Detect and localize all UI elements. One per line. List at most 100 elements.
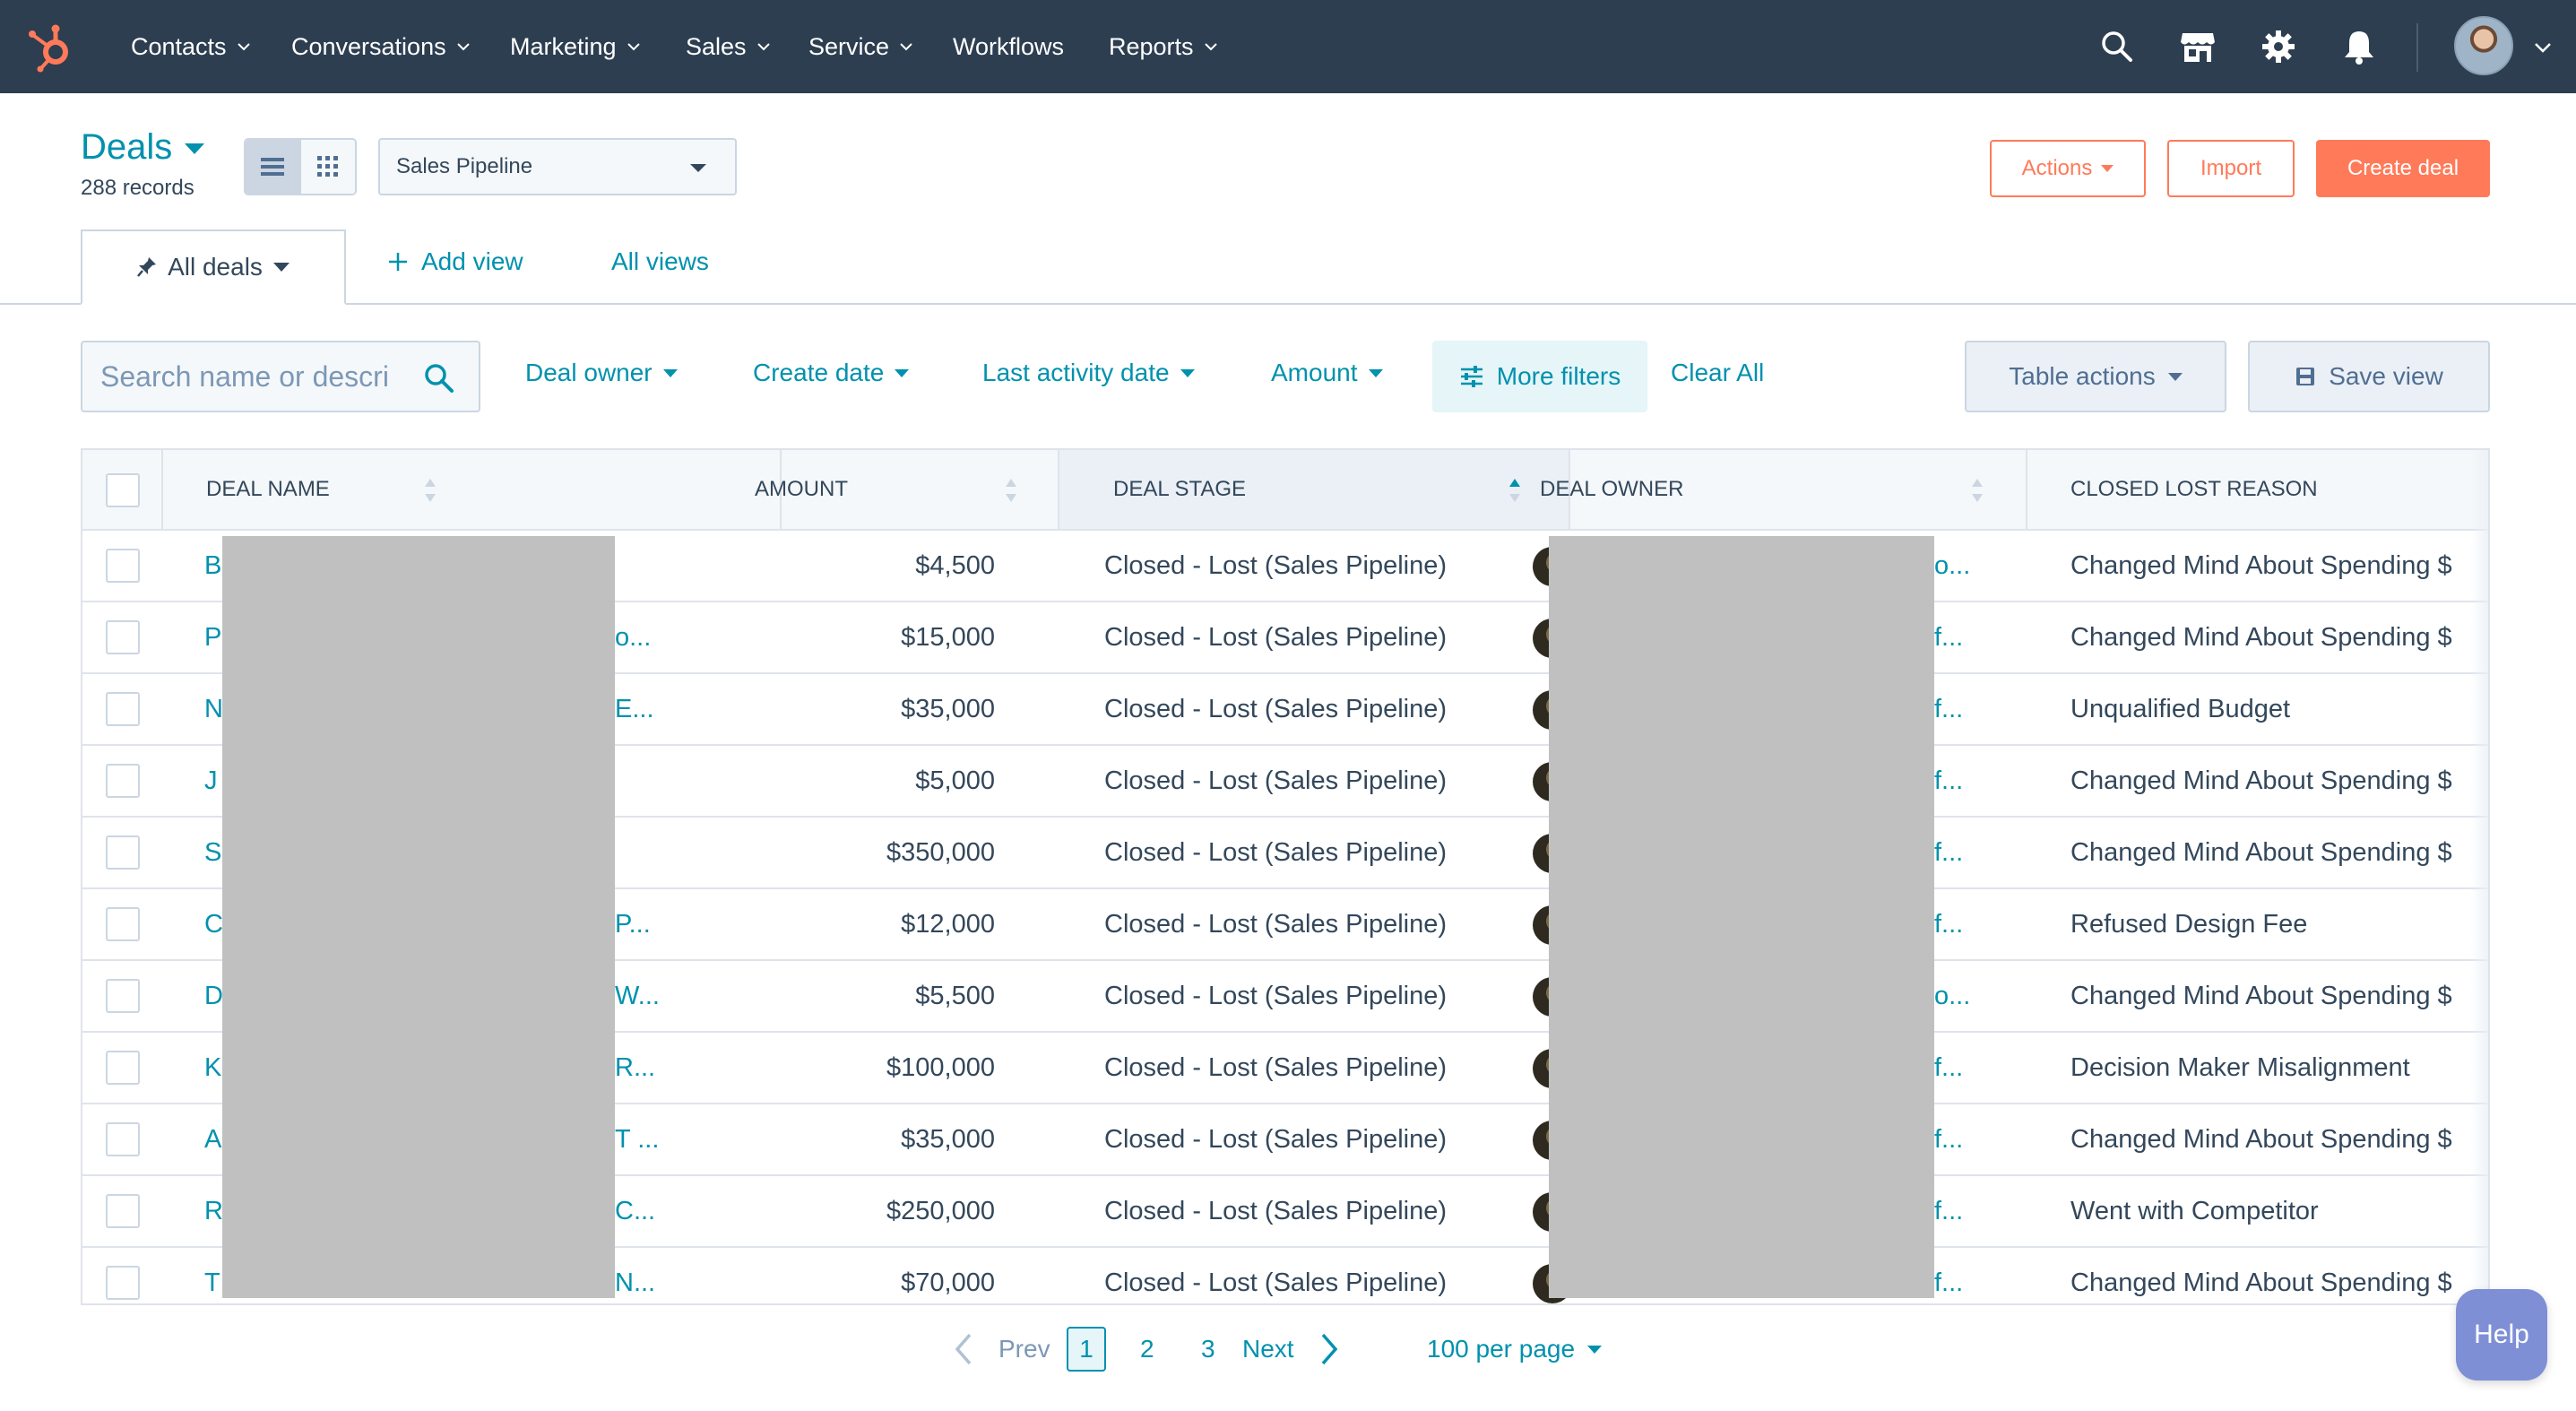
deal-name-link[interactable]: P <box>204 622 222 652</box>
board-view-button[interactable] <box>299 140 355 194</box>
row-checkbox[interactable] <box>106 979 140 1013</box>
search-icon[interactable] <box>2096 25 2139 68</box>
save-view-button[interactable]: Save view <box>2248 341 2490 412</box>
chevron-down-icon[interactable] <box>2533 41 2553 54</box>
deal-name-link[interactable]: T <box>204 1268 220 1297</box>
deal-name-link-overflow[interactable]: P... <box>615 909 651 939</box>
column-deal-name[interactable]: DEAL NAME <box>163 450 782 529</box>
nav-service[interactable]: Service <box>808 0 914 93</box>
nav-workflows[interactable]: Workflows <box>953 0 1064 93</box>
deal-owner-overflow[interactable]: f... <box>1934 1124 1964 1154</box>
row-checkbox[interactable] <box>106 620 140 654</box>
nav-sales[interactable]: Sales <box>686 0 772 93</box>
row-checkbox[interactable] <box>106 1194 140 1228</box>
nav-reports[interactable]: Reports <box>1109 0 1219 93</box>
page-2-button[interactable]: 2 <box>1140 1325 1154 1373</box>
deal-name-link[interactable]: B <box>204 550 222 580</box>
next-page-button[interactable]: Next <box>1242 1325 1341 1373</box>
tab-all-deals[interactable]: All deals <box>81 229 346 305</box>
filter-deal-owner[interactable]: Deal owner <box>525 359 678 387</box>
deal-name-link[interactable]: S <box>204 837 222 867</box>
table-row[interactable]: C P... $12,000 Closed - Lost (Sales Pipe… <box>82 889 2488 961</box>
title-caret-down-icon[interactable] <box>185 143 204 154</box>
settings-gear-icon[interactable] <box>2257 25 2300 68</box>
amount-cell: $15,000 <box>901 622 995 652</box>
deal-owner-overflow[interactable]: f... <box>1934 694 1964 723</box>
deal-owner-overflow[interactable]: f... <box>1934 1268 1964 1297</box>
closed-lost-reason-cell: Changed Mind About Spending $ <box>2070 550 2452 580</box>
column-deal-owner[interactable]: DEAL OWNER <box>1490 450 2027 529</box>
deal-owner-overflow[interactable]: f... <box>1934 909 1964 939</box>
user-avatar[interactable] <box>2454 16 2513 75</box>
create-deal-button[interactable]: Create deal <box>2316 140 2490 197</box>
table-row[interactable]: P o... $15,000 Closed - Lost (Sales Pipe… <box>82 602 2488 674</box>
all-views-link[interactable]: All views <box>611 247 709 276</box>
table-row[interactable]: T N... $70,000 Closed - Lost (Sales Pipe… <box>82 1248 2488 1303</box>
list-view-button[interactable] <box>246 140 299 194</box>
deal-name-link-overflow[interactable]: E... <box>615 694 654 723</box>
page-1-button[interactable]: 1 <box>1067 1327 1106 1372</box>
deal-owner-overflow[interactable]: f... <box>1934 1196 1964 1225</box>
deal-name-link[interactable]: J <box>204 766 218 795</box>
nav-conversations[interactable]: Conversations <box>291 0 471 93</box>
row-checkbox[interactable] <box>106 1266 140 1300</box>
deal-owner-overflow[interactable]: o... <box>1934 981 1971 1010</box>
deal-owner-overflow[interactable]: f... <box>1934 766 1964 795</box>
more-filters-button[interactable]: More filters <box>1432 341 1647 412</box>
table-row[interactable]: D W... $5,500 Closed - Lost (Sales Pipel… <box>82 961 2488 1033</box>
filter-amount[interactable]: Amount <box>1271 359 1383 387</box>
per-page-select[interactable]: 100 per page <box>1427 1325 1603 1373</box>
clear-all-link[interactable]: Clear All <box>1671 359 1764 387</box>
pipeline-select[interactable]: Sales Pipeline <box>378 138 737 195</box>
search-icon[interactable] <box>423 362 455 394</box>
search-input[interactable] <box>100 359 405 394</box>
deal-name-link[interactable]: R <box>204 1196 223 1225</box>
deal-owner-overflow[interactable]: o... <box>1934 550 1971 580</box>
column-deal-stage[interactable]: DEAL STAGE <box>1059 450 1570 529</box>
marketplace-icon[interactable] <box>2176 25 2219 68</box>
deal-name-link-overflow[interactable]: C... <box>615 1196 656 1225</box>
page-title[interactable]: Deals <box>81 127 173 167</box>
deal-owner-overflow[interactable]: f... <box>1934 837 1964 867</box>
table-row[interactable]: A T ... $35,000 Closed - Lost (Sales Pip… <box>82 1104 2488 1176</box>
table-row[interactable]: N E... $35,000 Closed - Lost (Sales Pipe… <box>82 674 2488 746</box>
row-checkbox[interactable] <box>106 549 140 583</box>
deal-name-link-overflow[interactable]: o... <box>615 622 652 652</box>
filter-create-date[interactable]: Create date <box>753 359 910 387</box>
row-checkbox[interactable] <box>106 835 140 870</box>
notifications-bell-icon[interactable] <box>2338 25 2381 68</box>
nav-contacts[interactable]: Contacts <box>131 0 252 93</box>
import-button[interactable]: Import <box>2167 140 2295 197</box>
deal-name-link-overflow[interactable]: N... <box>615 1268 656 1297</box>
deal-name-link-overflow[interactable]: R... <box>615 1052 656 1082</box>
filter-last-activity-date[interactable]: Last activity date <box>982 359 1195 387</box>
help-button[interactable]: Help <box>2456 1289 2547 1381</box>
select-all-checkbox[interactable] <box>106 473 140 507</box>
amount-cell: $5,500 <box>915 981 995 1010</box>
deal-owner-overflow[interactable]: f... <box>1934 622 1964 652</box>
nav-marketing[interactable]: Marketing <box>510 0 642 93</box>
row-checkbox[interactable] <box>106 764 140 798</box>
deal-name-link[interactable]: K <box>204 1052 222 1082</box>
deal-name-link[interactable]: A <box>204 1124 222 1154</box>
table-row[interactable]: J $5,000 Closed - Lost (Sales Pipeline) … <box>82 746 2488 818</box>
row-checkbox[interactable] <box>106 1051 140 1085</box>
page-3-button[interactable]: 3 <box>1201 1325 1215 1373</box>
column-closed-lost-reason[interactable]: CLOSED LOST REASON <box>2026 450 2488 529</box>
deal-name-link-overflow[interactable]: T ... <box>615 1124 660 1154</box>
deal-name-link-overflow[interactable]: W... <box>615 981 660 1010</box>
hubspot-logo-icon[interactable] <box>25 20 79 74</box>
deal-name-link[interactable]: N <box>204 694 223 723</box>
column-amount[interactable]: AMOUNT <box>701 450 1059 529</box>
closed-lost-reason-cell: Refused Design Fee <box>2070 909 2308 939</box>
deal-name-link[interactable]: C <box>204 909 223 939</box>
add-view-button[interactable]: Add view <box>387 247 523 276</box>
deal-owner-overflow[interactable]: f... <box>1934 1052 1964 1082</box>
row-checkbox[interactable] <box>106 692 140 726</box>
table-actions-button[interactable]: Table actions <box>1965 341 2226 412</box>
deal-name-link[interactable]: D <box>204 981 223 1010</box>
prev-page-button[interactable]: Prev <box>952 1325 1050 1373</box>
actions-button[interactable]: Actions <box>1990 140 2146 197</box>
row-checkbox[interactable] <box>106 907 140 941</box>
row-checkbox[interactable] <box>106 1122 140 1156</box>
